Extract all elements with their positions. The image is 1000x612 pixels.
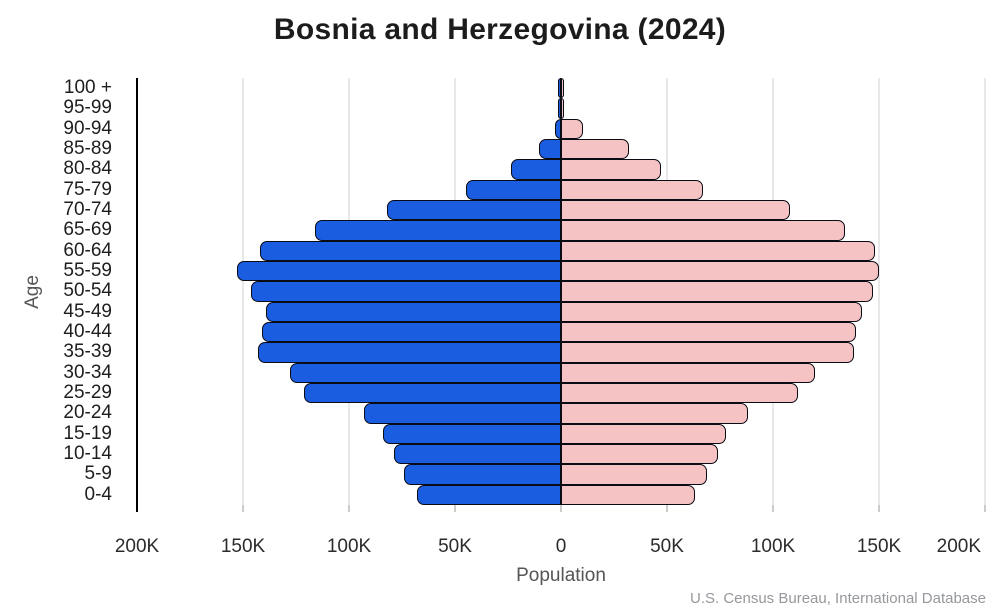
- age-tick-label: 10-14: [63, 443, 112, 464]
- bar-female-40-44: [561, 322, 856, 343]
- age-tick-label: 0-4: [84, 483, 112, 505]
- bar-male-30-34: [289, 362, 561, 383]
- bar-male-95-99: [557, 98, 561, 119]
- age-tick-label: 25-29: [63, 382, 112, 403]
- x-tick-label: 100K: [750, 536, 796, 557]
- age-tick-label: 40-44: [63, 321, 112, 342]
- bar-male-20-24: [363, 403, 561, 424]
- chart-title: Bosnia and Herzegovina (2024): [273, 13, 727, 46]
- x-tick-label: 50K: [650, 536, 684, 557]
- bar-male-70-74: [387, 200, 561, 221]
- axis-tick: [984, 505, 986, 512]
- y-axis-line: [136, 78, 138, 511]
- bar-female-20-24: [561, 403, 748, 424]
- bar-male-45-49: [266, 301, 561, 322]
- gridline: [878, 78, 880, 505]
- age-tick-label: 60-64: [63, 239, 112, 261]
- bar-male-85-89: [538, 139, 561, 160]
- bar-female-50-54: [561, 281, 873, 302]
- age-tick-label: 35-39: [63, 341, 112, 363]
- bar-male-60-64: [259, 240, 561, 261]
- bar-male-80-84: [511, 159, 561, 180]
- x-tick-label: 200K: [936, 536, 981, 557]
- bar-female-0-4: [561, 484, 695, 505]
- age-tick-label: 100 +: [63, 77, 112, 98]
- bar-female-35-39: [561, 342, 854, 363]
- source-attribution: U.S. Census Bureau, International Databa…: [689, 590, 986, 607]
- y-axis-tick-labels: 100 +95-99 90-94 85-89 80-84 75-79 70-74 65-69…: [0, 77, 112, 505]
- gridline: [984, 78, 986, 505]
- age-tick-label: 50-54: [63, 280, 112, 302]
- age-tick-label: 20-24: [63, 402, 112, 424]
- age-tick-label: 90-94: [63, 117, 112, 139]
- bar-male-100+: [557, 78, 561, 99]
- axis-tick: [878, 505, 880, 512]
- bar-female-5-9: [561, 464, 708, 485]
- bar-male-40-44: [262, 322, 561, 343]
- axis-tick: [560, 505, 562, 512]
- axis-tick: [454, 505, 456, 512]
- bar-female-30-34: [561, 362, 816, 383]
- bar-female-65-69: [561, 220, 846, 241]
- bar-male-90-94: [554, 118, 561, 139]
- axis-tick: [136, 505, 138, 512]
- age-tick-label: 55-59: [63, 260, 112, 281]
- axis-tick: [666, 505, 668, 512]
- x-tick-label: 150K: [856, 536, 902, 557]
- age-tick-label: 45-49: [63, 300, 112, 322]
- bar-female-75-79: [561, 179, 704, 200]
- age-tick-label: 5-9: [84, 463, 112, 485]
- age-tick-label: 65-69: [63, 219, 112, 241]
- bar-female-45-49: [561, 301, 863, 322]
- bar-female-80-84: [561, 159, 661, 180]
- age-tick-label: 70-74: [63, 199, 112, 220]
- bar-male-15-19: [382, 423, 561, 444]
- axis-tick: [772, 505, 774, 512]
- x-tick-label: 150K: [220, 536, 266, 557]
- x-axis-tick-labels: 200K 150K 100K 50K 0 50K 100K 150K 200K: [115, 536, 985, 560]
- bar-male-5-9: [404, 464, 561, 485]
- x-tick-label: 0: [555, 536, 567, 557]
- age-tick-label: 95-99: [63, 97, 112, 119]
- bar-male-55-59: [236, 261, 561, 282]
- bar-female-85-89: [561, 139, 629, 160]
- axis-tick: [348, 505, 350, 512]
- bar-male-65-69: [315, 220, 561, 241]
- bar-male-10-14: [393, 444, 561, 465]
- bar-female-15-19: [561, 423, 727, 444]
- x-tick-label: 200K: [114, 536, 160, 557]
- age-tick-label: 85-89: [63, 138, 112, 159]
- bar-female-10-14: [561, 444, 718, 465]
- x-tick-label: 50K: [438, 536, 472, 557]
- gridline: [242, 78, 244, 505]
- bar-male-25-29: [304, 383, 561, 404]
- bar-female-55-59: [561, 261, 879, 282]
- bar-female-100+: [561, 78, 565, 99]
- bar-male-50-54: [251, 281, 561, 302]
- bar-female-60-64: [561, 240, 875, 261]
- bar-female-90-94: [561, 118, 584, 139]
- x-tick-label: 100K: [326, 536, 372, 557]
- bar-male-75-79: [465, 179, 561, 200]
- age-tick-label: 30-34: [63, 361, 112, 383]
- bar-female-25-29: [561, 383, 799, 404]
- axis-tick: [242, 505, 244, 512]
- plot-area: [137, 78, 986, 505]
- bar-male-0-4: [416, 484, 561, 505]
- age-tick-label: 80-84: [63, 158, 112, 180]
- bar-male-35-39: [257, 342, 561, 363]
- bar-female-95-99: [561, 98, 565, 119]
- bar-female-70-74: [561, 200, 790, 221]
- age-tick-label: 15-19: [63, 422, 112, 444]
- x-axis-title: Population: [516, 565, 606, 586]
- age-tick-label: 75-79: [63, 178, 112, 200]
